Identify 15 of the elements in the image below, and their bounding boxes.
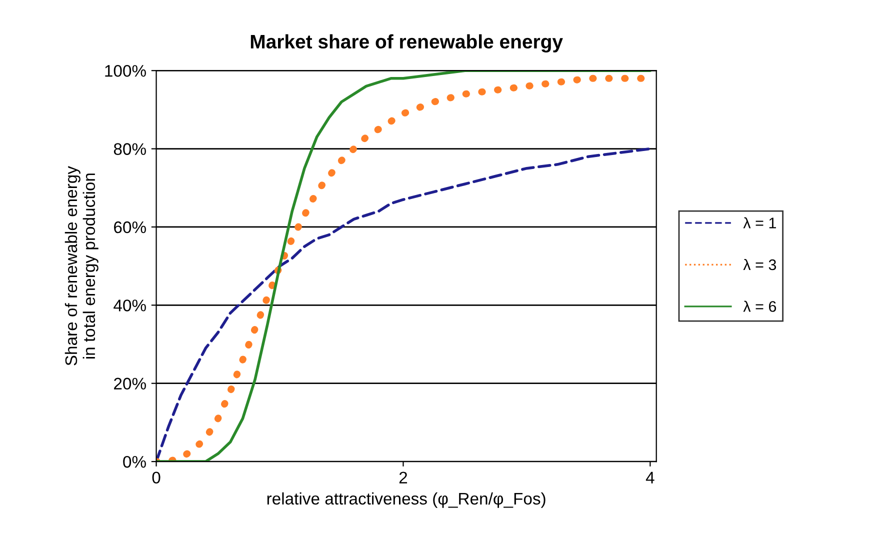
x-tick-label: 2 — [399, 472, 408, 484]
x-tick-label: 0 — [152, 472, 160, 484]
y-tick-label: 60% — [114, 221, 146, 234]
legend-label: λ = 3 — [743, 258, 776, 270]
y-tick-label: 80% — [114, 143, 146, 155]
y-axis-title: Share of renewable energy in total energy production — [64, 166, 98, 366]
x-tick-label: 4 — [646, 472, 654, 484]
legend-label: λ = 6 — [743, 300, 776, 312]
y-tick-label: 20% — [114, 378, 146, 390]
y-tick-label: 100% — [105, 64, 146, 77]
y-tick-label: 40% — [114, 300, 146, 312]
chart-title: Market share of renewable energy — [250, 34, 563, 52]
y-tick-label: 0% — [123, 456, 146, 468]
x-axis-title: relative attractiveness (φ_Ren/φ_Fos) — [267, 492, 546, 508]
legend-label: λ = 1 — [743, 217, 776, 228]
